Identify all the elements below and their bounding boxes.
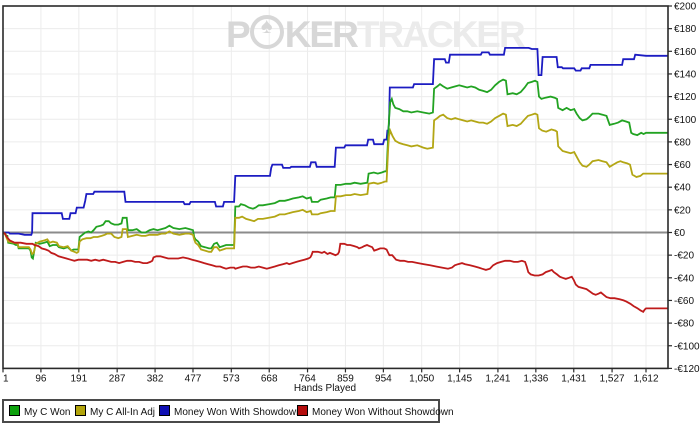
y-tick-label: €20 (674, 205, 691, 216)
y-tick-label: -€100 (674, 341, 700, 352)
y-tick-label: €160 (674, 47, 697, 58)
x-tick-label: 96 (35, 373, 47, 384)
legend-label: Money Won Without Showdown (312, 407, 454, 418)
y-tick-label: -€60 (674, 296, 694, 307)
x-tick-label: 573 (223, 373, 240, 384)
x-tick-label: 1,145 (447, 373, 472, 384)
legend-box: My C Won My C All-In Adj Money Won With … (2, 399, 454, 423)
x-tick-label: 668 (261, 373, 278, 384)
x-axis-title: Hands Played (293, 383, 357, 394)
x-tick-label: 859 (337, 373, 354, 384)
y-tick-label: €140 (674, 69, 697, 80)
legend-label: My C All-In Adj (90, 407, 156, 418)
legend-swatch-red (297, 405, 308, 416)
x-tick-label: 1,527 (600, 373, 625, 384)
series-line-my-c-won (2, 78, 668, 261)
series-line-money-won-with-showdown (3, 47, 668, 236)
legend-swatch-olive (75, 405, 86, 416)
x-tick-label: 382 (147, 373, 164, 384)
y-tick-label: €0 (674, 228, 686, 239)
y-tick-label: -€120 (674, 364, 700, 375)
series-line-my-c-all-in-adj (2, 112, 668, 256)
legend-swatch-blue (159, 405, 170, 416)
y-tick-label: €60 (674, 160, 691, 171)
legend-item-my-c-all-in-adj: My C All-In Adj (75, 405, 156, 418)
x-tick-label: 287 (109, 373, 126, 384)
y-tick-label: €120 (674, 92, 697, 103)
y-tick-label: €80 (674, 137, 691, 148)
x-tick-label: 764 (299, 373, 316, 384)
watermark-text-tracker: TRACKER (356, 14, 526, 55)
legend-item-money-won-with-showdown: Money Won With Showdown (159, 405, 302, 418)
x-tick-label: 191 (70, 373, 87, 384)
legend-label: Money Won With Showdown (174, 407, 302, 418)
legend-label: My C Won (24, 407, 71, 418)
watermark-text-ker: KER (284, 14, 359, 55)
watermark-text-p: P (226, 14, 251, 55)
pokertracker-watermark: P ♠ KERTRACKER (226, 13, 526, 56)
x-tick-label: 1,050 (409, 373, 434, 384)
x-tick-label: 1,336 (523, 373, 548, 384)
legend-swatch-green (9, 405, 20, 416)
x-tick-label: 477 (185, 373, 202, 384)
y-tick-label: -€40 (674, 273, 694, 284)
x-tick-label: 1,241 (485, 373, 510, 384)
x-tick-label: 1,431 (561, 373, 586, 384)
poker-chip-spade-icon: ♠ (249, 13, 284, 49)
legend-item-my-c-won: My C Won (9, 405, 71, 418)
y-tick-label: -€20 (674, 251, 694, 262)
y-tick-label: €40 (674, 183, 691, 194)
x-tick-label: 954 (375, 373, 392, 384)
legend-item-money-won-without-showdown: Money Won Without Showdown (297, 405, 454, 418)
y-tick-label: €100 (674, 115, 697, 126)
y-tick-label: €200 (674, 2, 697, 13)
y-tick-label: €180 (674, 24, 697, 35)
y-tick-label: -€80 (674, 319, 694, 330)
x-tick-label: 1,612 (633, 373, 658, 384)
x-tick-label: 1 (3, 373, 9, 384)
series-line-money-won-without-showdown (2, 231, 668, 313)
